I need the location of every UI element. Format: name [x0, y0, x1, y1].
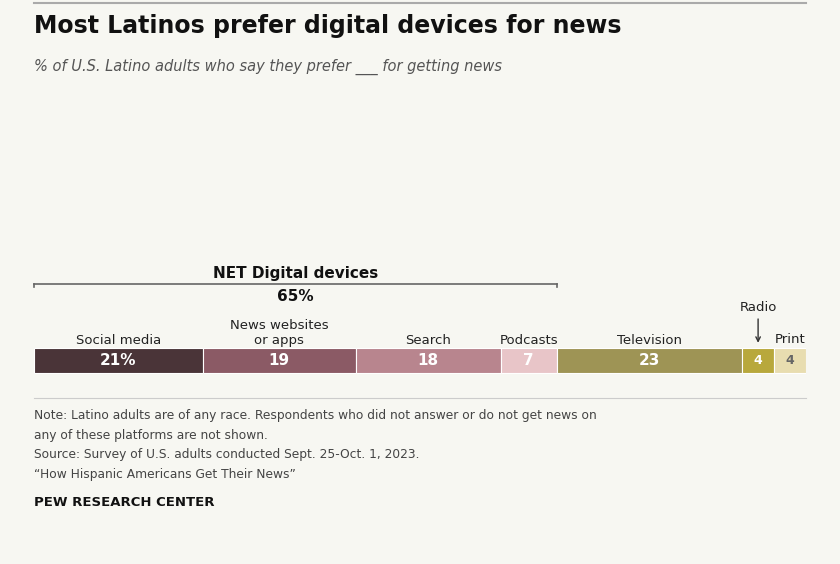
Text: Source: Survey of U.S. adults conducted Sept. 25-Oct. 1, 2023.: Source: Survey of U.S. adults conducted … [34, 448, 419, 461]
Bar [34, 348, 202, 373]
Text: 23: 23 [638, 353, 660, 368]
Text: Most Latinos prefer digital devices for news: Most Latinos prefer digital devices for … [34, 14, 621, 38]
Text: 18: 18 [417, 353, 438, 368]
Bar [355, 348, 501, 373]
Text: Podcasts: Podcasts [499, 334, 558, 347]
Bar [202, 348, 355, 373]
Text: News websites
or apps: News websites or apps [230, 319, 328, 347]
Bar [557, 348, 742, 373]
Text: Print: Print [775, 333, 806, 346]
Text: 65%: 65% [277, 289, 313, 304]
Text: Radio: Radio [739, 301, 777, 314]
Bar [501, 348, 557, 373]
Text: Note: Latino adults are of any race. Respondents who did not answer or do not ge: Note: Latino adults are of any race. Res… [34, 409, 596, 422]
Text: 19: 19 [269, 353, 290, 368]
Text: 4: 4 [753, 354, 763, 367]
Text: PEW RESEARCH CENTER: PEW RESEARCH CENTER [34, 496, 214, 509]
Text: “How Hispanic Americans Get Their News”: “How Hispanic Americans Get Their News” [34, 468, 296, 481]
Text: NET Digital devices: NET Digital devices [213, 266, 378, 281]
Text: any of these platforms are not shown.: any of these platforms are not shown. [34, 429, 267, 442]
Bar [742, 348, 774, 373]
Bar [774, 348, 806, 373]
Text: 21%: 21% [100, 353, 136, 368]
Text: Television: Television [617, 334, 682, 347]
Text: % of U.S. Latino adults who say they prefer ___ for getting news: % of U.S. Latino adults who say they pre… [34, 59, 501, 76]
Text: Social media: Social media [76, 334, 160, 347]
Text: 4: 4 [786, 354, 795, 367]
Text: 7: 7 [523, 353, 534, 368]
Text: Search: Search [405, 334, 451, 347]
